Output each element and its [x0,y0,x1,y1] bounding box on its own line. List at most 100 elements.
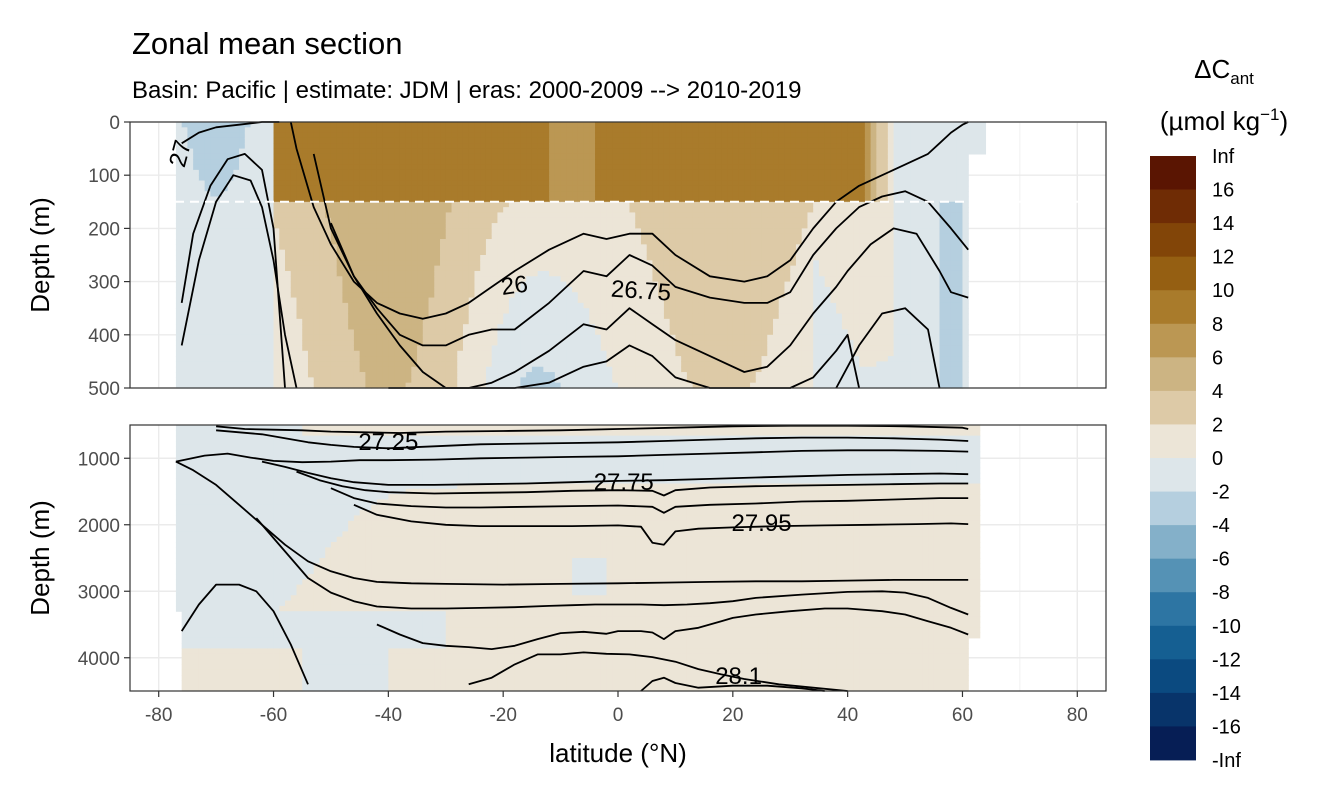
field-cell [302,276,309,283]
field-cell [635,356,642,362]
field-cell [417,122,424,128]
field-cell [325,265,332,272]
field-cell [428,127,435,134]
field-cell [227,233,234,240]
field-cell [296,302,303,309]
field-cell [508,276,516,283]
field-cell [623,260,631,267]
field-cell [221,281,229,288]
field-cell [221,137,229,144]
field-cell [244,324,252,331]
field-cell [233,313,240,320]
field-cell [411,159,418,166]
field-cell [526,255,533,261]
field-cell [560,137,567,144]
field-cell [727,265,734,272]
field-cell [732,148,740,155]
field-cell [600,201,608,208]
field-cell [302,217,309,224]
field-cell [531,340,539,347]
field-cell [549,249,556,256]
field-cell [686,169,694,176]
field-cell [440,164,447,171]
field-cell [296,350,303,357]
field-cell [640,265,648,272]
field-cell [646,286,654,293]
field-cell [296,175,303,182]
field-cell [732,302,740,309]
field-cell [342,313,349,320]
field-cell [554,382,562,389]
field-cell [399,153,407,160]
field-cell [256,340,263,347]
field-cell [485,324,493,331]
field-cell [600,297,608,304]
field-cell [348,270,355,277]
field-cell [273,196,280,203]
field-cell [727,137,734,144]
field-cell [675,132,682,139]
field-cell [686,137,694,144]
field-cell [681,148,688,155]
field-cell [313,255,321,261]
field-cell [462,345,470,352]
field-cell [560,132,567,139]
field-cell [181,334,189,341]
field-cell [738,313,745,320]
field-cell [497,127,504,134]
field-cell [474,334,481,341]
field-cell [417,361,424,368]
field-cell [181,159,189,166]
field-cell [319,249,326,256]
field-cell [376,361,384,368]
field-cell [583,169,590,176]
field-cell [348,313,355,320]
field-cell [658,313,665,320]
field-cell [319,169,326,176]
field-cell [520,244,527,251]
field-cell [577,361,585,368]
field-cell [336,228,344,235]
field-cell [428,377,435,384]
field-cell [210,308,217,315]
field-cell [635,159,642,166]
field-cell [319,148,326,155]
field-cell [692,122,699,128]
field-cell [658,249,665,256]
field-cell [698,143,705,150]
field-cell [646,377,654,384]
field-cell [474,292,481,299]
field-cell [738,286,745,293]
field-cell [709,297,717,304]
field-cell [313,345,321,352]
field-cell [353,239,361,245]
field-cell [405,356,412,362]
field-cell [646,372,654,378]
field-cell [514,143,521,150]
field-cell [738,196,745,203]
field-cell [497,270,504,277]
field-cell [554,175,562,182]
field-cell [221,153,229,160]
field-cell [273,308,280,315]
field-cell [371,356,378,362]
field-cell [681,356,688,362]
field-cell [296,372,303,378]
field-cell [462,228,470,235]
field-cell [394,185,401,192]
field-cell [531,127,539,134]
field-cell [635,276,642,283]
field-cell [285,281,292,288]
field-cell [388,265,395,272]
field-cell [715,127,722,134]
field-cell [399,169,407,176]
field-cell [686,212,694,219]
field-cell [382,228,389,235]
field-cell [549,324,556,331]
field-cell [669,297,677,304]
field-cell [658,286,665,293]
field-cell [600,207,608,214]
field-cell [428,164,435,171]
field-cell [336,377,344,384]
field-cell [577,340,585,347]
